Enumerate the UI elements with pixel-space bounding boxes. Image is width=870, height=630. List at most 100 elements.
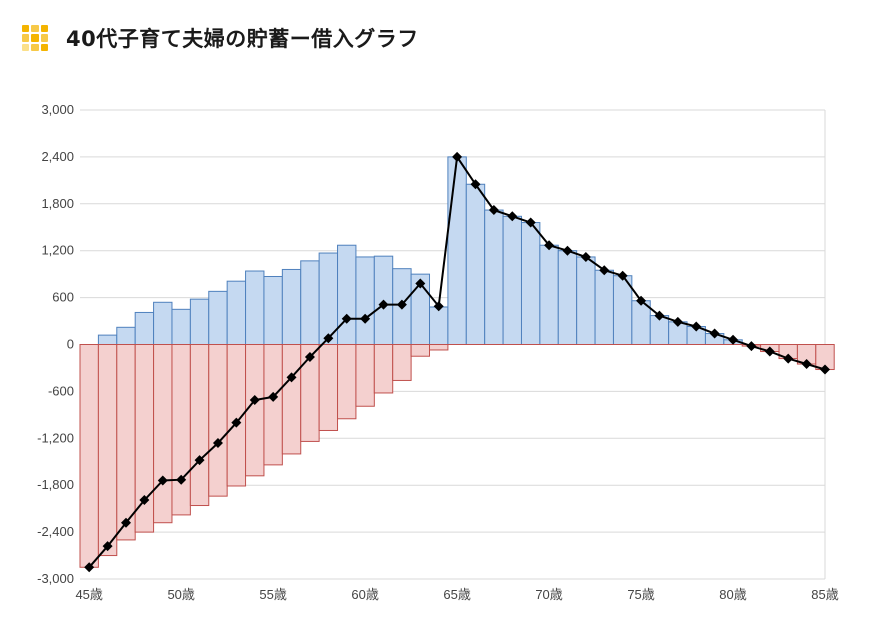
net-point	[672, 316, 683, 327]
debt-bar	[97, 344, 118, 557]
savings-bar	[300, 260, 320, 345]
chart-title: 40代子育て夫婦の貯蓄ー借入グラフ	[66, 27, 419, 51]
net-point	[709, 328, 720, 339]
grid-icon-tile	[40, 34, 48, 42]
grid-icon-tile	[40, 25, 48, 33]
x-tick-label: 65歳	[443, 587, 470, 602]
y-tick-label: -3,000	[37, 571, 74, 586]
savings-bar	[520, 222, 541, 345]
savings-bar	[116, 326, 136, 346]
savings-bar	[97, 334, 118, 345]
savings-bar	[153, 301, 173, 346]
x-tick-label: 80歳	[719, 587, 746, 602]
debt-bars	[79, 344, 835, 568]
net-point	[820, 364, 830, 375]
net-point	[139, 495, 150, 506]
debt-bar	[79, 344, 99, 568]
debt-bar	[392, 344, 412, 381]
net-point	[544, 240, 555, 251]
net-point	[488, 205, 499, 216]
y-tick-label: 600	[52, 290, 74, 305]
x-tick-label: 50歳	[167, 587, 194, 602]
net-point	[102, 541, 113, 552]
net-point	[525, 217, 536, 228]
debt-bar	[373, 344, 394, 394]
net-point	[617, 270, 628, 281]
y-tick-label: -2,400	[37, 524, 74, 539]
y-tick-label: -1,800	[37, 477, 74, 492]
savings-bar	[337, 244, 357, 345]
net-point	[341, 313, 352, 324]
grid-icon-tile	[31, 43, 39, 51]
chart-header: 40代子育て夫婦の貯蓄ー借入グラフ	[22, 18, 419, 58]
net-point	[599, 265, 610, 276]
net-point	[231, 417, 242, 428]
debt-bar	[189, 344, 210, 507]
net-point	[304, 352, 315, 363]
savings-bar	[557, 250, 578, 345]
y-tick-label: 1,800	[41, 196, 74, 211]
x-axis: 45歳 50歳 55歳 60歳 65歳 70歳 75歳 80歳 85歳	[75, 587, 838, 602]
net-point	[212, 437, 223, 448]
net-point	[728, 334, 739, 345]
net-point	[764, 346, 775, 357]
net-point	[286, 372, 297, 383]
savings-bar	[484, 209, 504, 345]
debt-bar	[116, 344, 136, 541]
savings-bar	[502, 215, 522, 345]
net-point	[783, 353, 794, 364]
net-point	[562, 245, 573, 256]
x-tick-label: 60歳	[351, 587, 378, 602]
net-point	[84, 562, 95, 573]
y-tick-label: 1,200	[41, 243, 74, 258]
net-point	[378, 299, 389, 310]
debt-bar	[153, 344, 173, 524]
grid-icon-tile	[31, 25, 39, 33]
savings-bar	[263, 275, 283, 345]
net-point	[396, 299, 407, 310]
debt-bar	[337, 344, 357, 420]
x-tick-label: 45歳	[75, 587, 102, 602]
net-point	[194, 455, 205, 466]
y-tick-label: 0	[67, 337, 74, 352]
net-point	[323, 333, 334, 344]
savings-bar	[245, 270, 265, 346]
savings-bar	[281, 268, 302, 345]
net-point	[360, 313, 371, 324]
net-point	[580, 251, 591, 262]
net-point	[507, 211, 518, 222]
debt-bar	[208, 344, 228, 497]
savings-bar	[576, 256, 596, 346]
savings-bar	[189, 298, 210, 345]
savings-bar	[171, 308, 191, 346]
debt-bar	[410, 344, 431, 357]
y-tick-label: 2,400	[41, 149, 74, 164]
y-tick-label: -1,200	[37, 430, 74, 445]
savings-bar	[429, 306, 449, 346]
net-point	[691, 321, 702, 332]
net-point	[636, 295, 647, 306]
debt-bar	[263, 344, 283, 466]
y-tick-label: -600	[48, 383, 74, 398]
net-point	[654, 310, 665, 321]
net-point	[801, 359, 812, 370]
debt-bar	[281, 344, 302, 455]
grid-icon-tile	[22, 34, 30, 42]
net-point	[746, 341, 757, 352]
grid-icon-tile	[22, 25, 30, 33]
savings-bar	[226, 280, 247, 345]
net-point	[120, 517, 131, 528]
savings-bar	[355, 256, 375, 346]
net-point	[249, 394, 260, 405]
grid-icon	[22, 25, 48, 51]
debt-bar	[171, 344, 191, 516]
y-tick-label: 3,000	[41, 102, 74, 117]
savings-bar	[208, 290, 228, 346]
net-point	[157, 475, 168, 486]
savings-bar	[631, 300, 651, 345]
y-axis: 3,000 2,400 1,800 1,200 600 0 -600 -1,200 -1,800…	[37, 102, 74, 586]
x-tick-label: 70歳	[535, 587, 562, 602]
savings-bar	[594, 269, 614, 345]
net-point	[176, 474, 187, 485]
grid-icon-tile	[40, 43, 48, 51]
